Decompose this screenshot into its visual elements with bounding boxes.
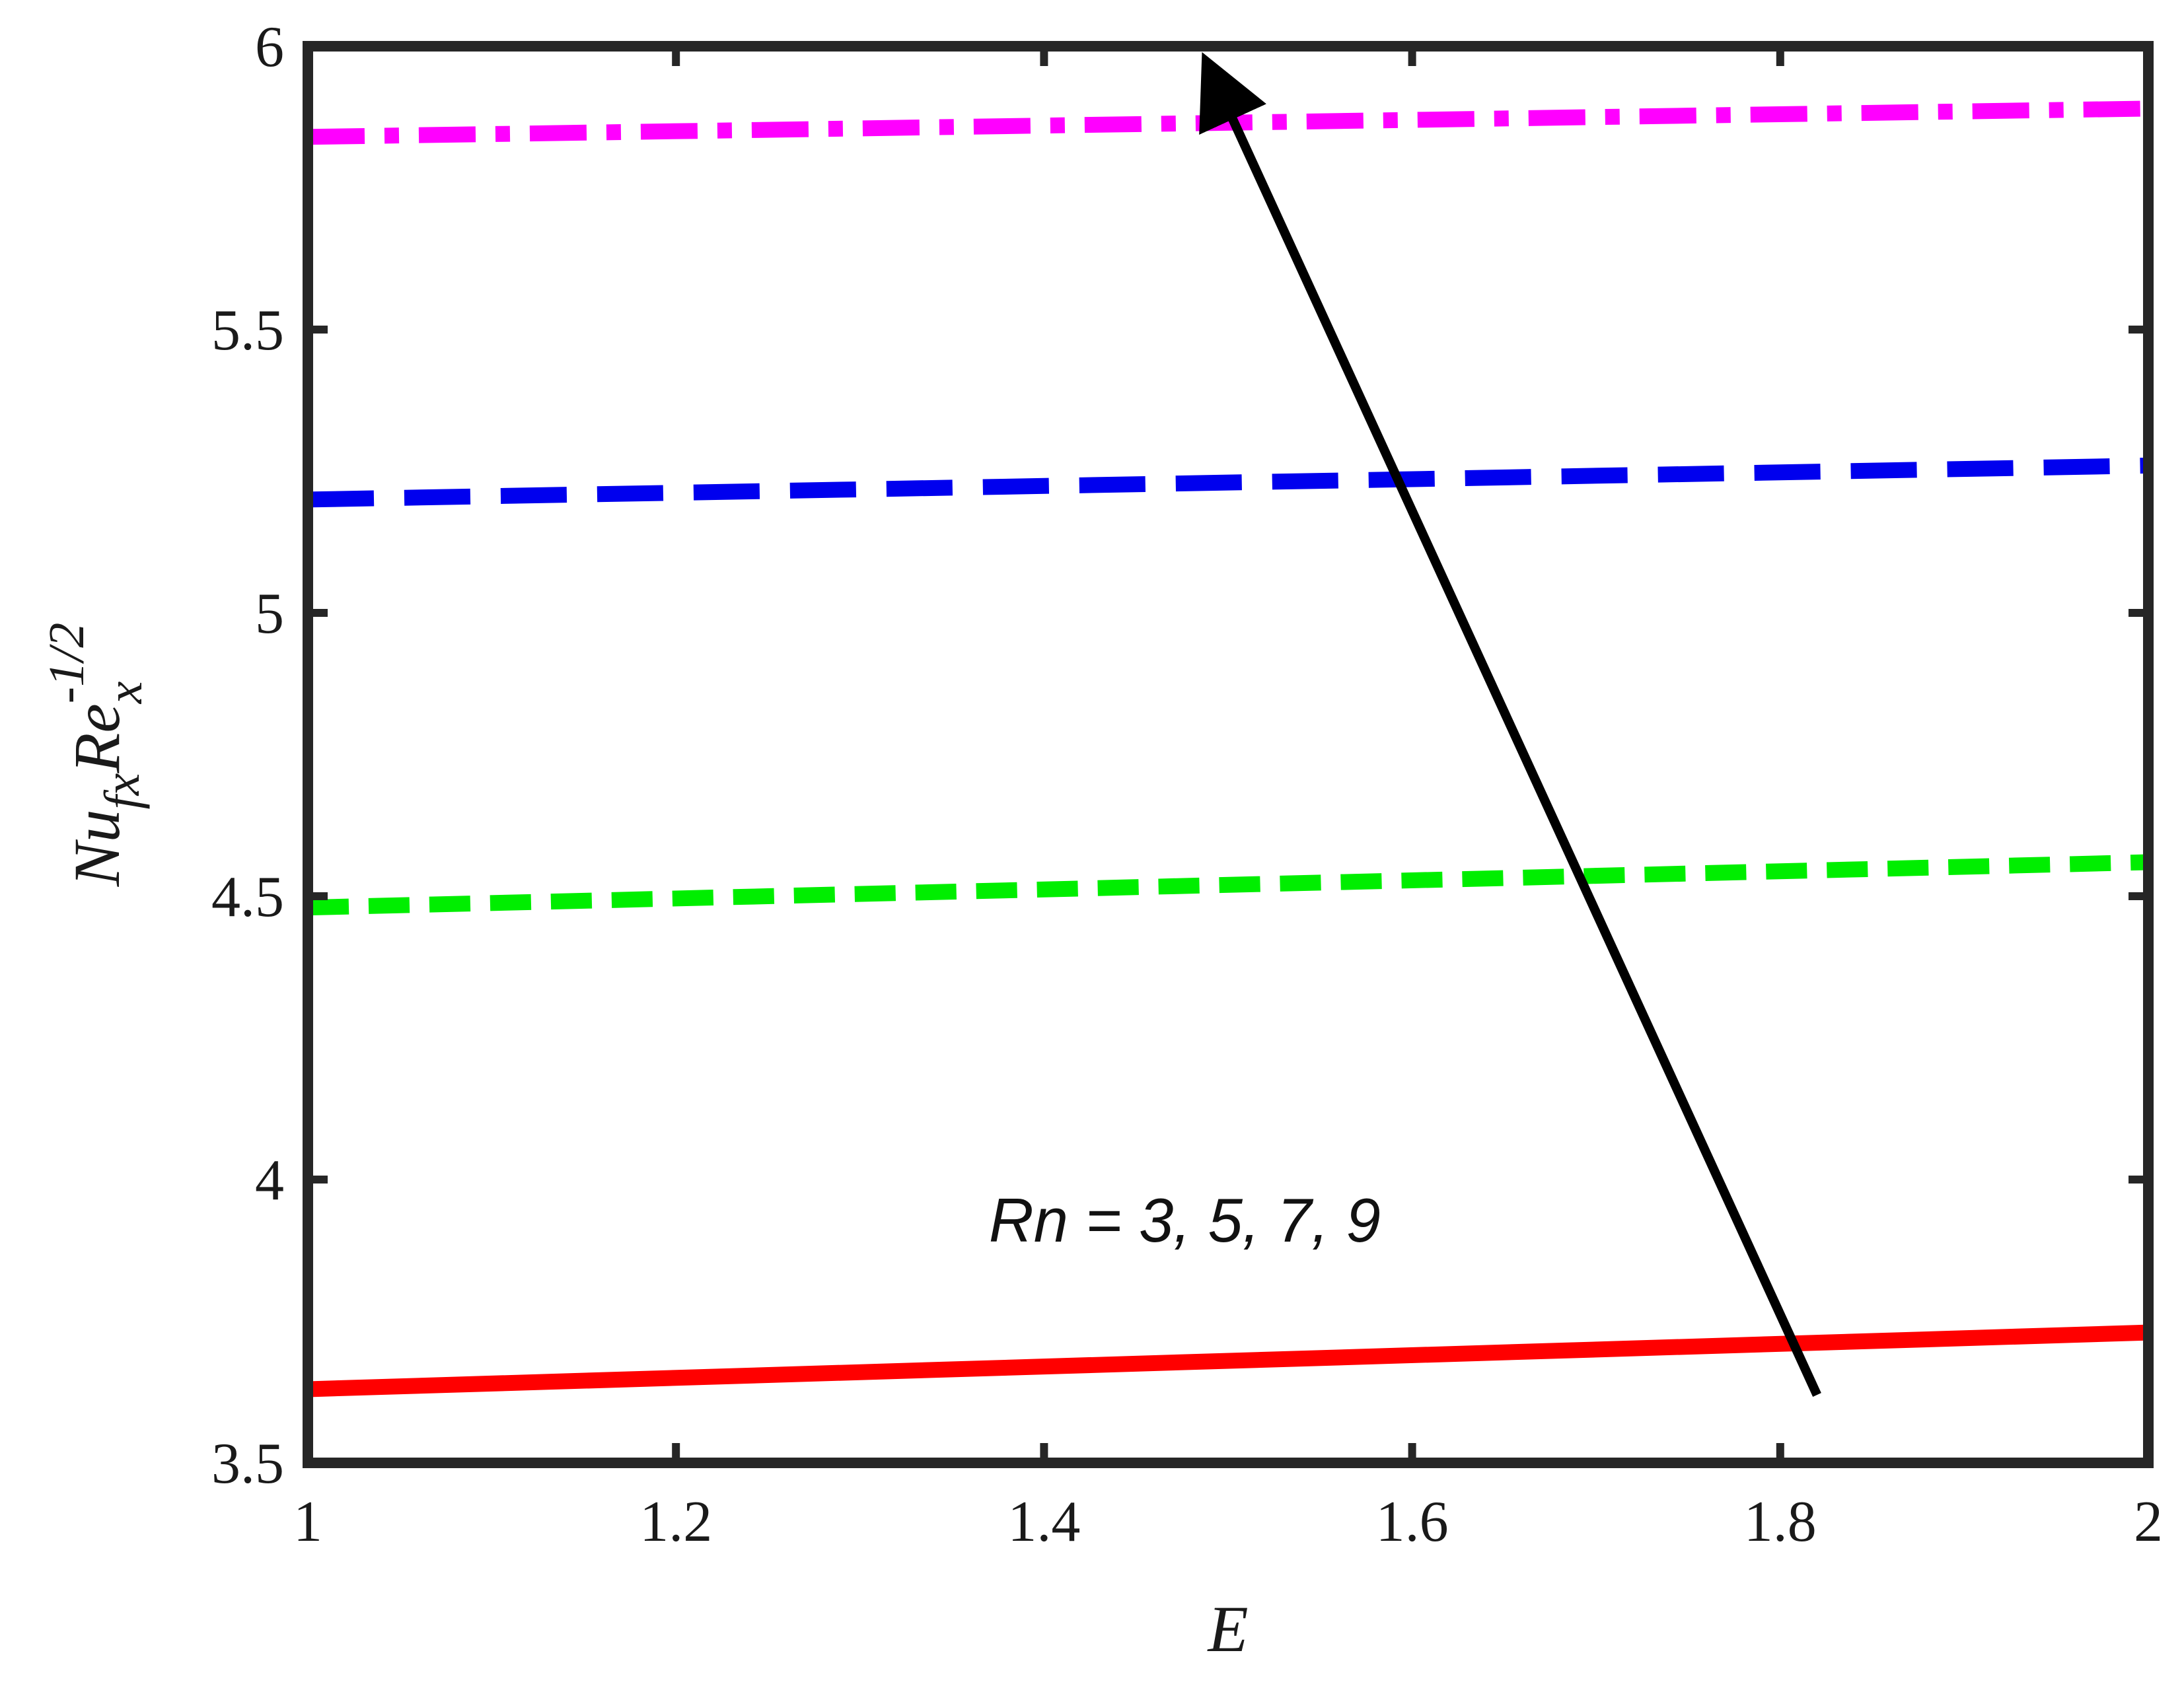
y-title-base-sub: fx — [94, 773, 150, 809]
series-line-2 — [307, 854, 2149, 916]
x-tick-label: 1 — [293, 1490, 322, 1554]
y-tick-label: 5 — [255, 582, 284, 646]
x-tick-label: 2 — [2134, 1490, 2163, 1554]
y-title-second: Re — [60, 703, 133, 773]
series-line-1 — [307, 1324, 2149, 1397]
plot-frame — [303, 41, 2154, 1468]
y-tick-label: 3.5 — [211, 1432, 284, 1496]
y-axis-title: NufxRe-1/2x — [39, 623, 153, 887]
x-tick-label: 1.8 — [1744, 1490, 1817, 1554]
annotation-arrow — [1199, 52, 1821, 1397]
x-tick-label: 1.2 — [639, 1490, 712, 1554]
y-tick-label: 6 — [255, 15, 284, 79]
ticks-layer: 1 1.2 1.4 1.6 1.8 2 3.5 4 4.5 5 5.5 6 — [211, 15, 2163, 1554]
y-title-second-sup: -1/2 — [39, 623, 94, 703]
x-axis-title: E — [1206, 1592, 1248, 1666]
x-tick-label: 1.6 — [1376, 1490, 1449, 1554]
x-tick-label: 1.4 — [1007, 1490, 1080, 1554]
y-tick-label: 4.5 — [211, 865, 284, 929]
series-line-3 — [307, 457, 2149, 508]
y-tick-label: 4 — [255, 1148, 284, 1213]
annotation-label: Rn = 3, 5, 7, 9 — [989, 1185, 1381, 1255]
y-title-second-sub: x — [97, 681, 153, 704]
y-tick-label: 5.5 — [211, 299, 284, 363]
annot-layer: Rn = 3, 5, 7, 9 — [989, 52, 1821, 1397]
y-title-base: Nu — [60, 810, 133, 888]
